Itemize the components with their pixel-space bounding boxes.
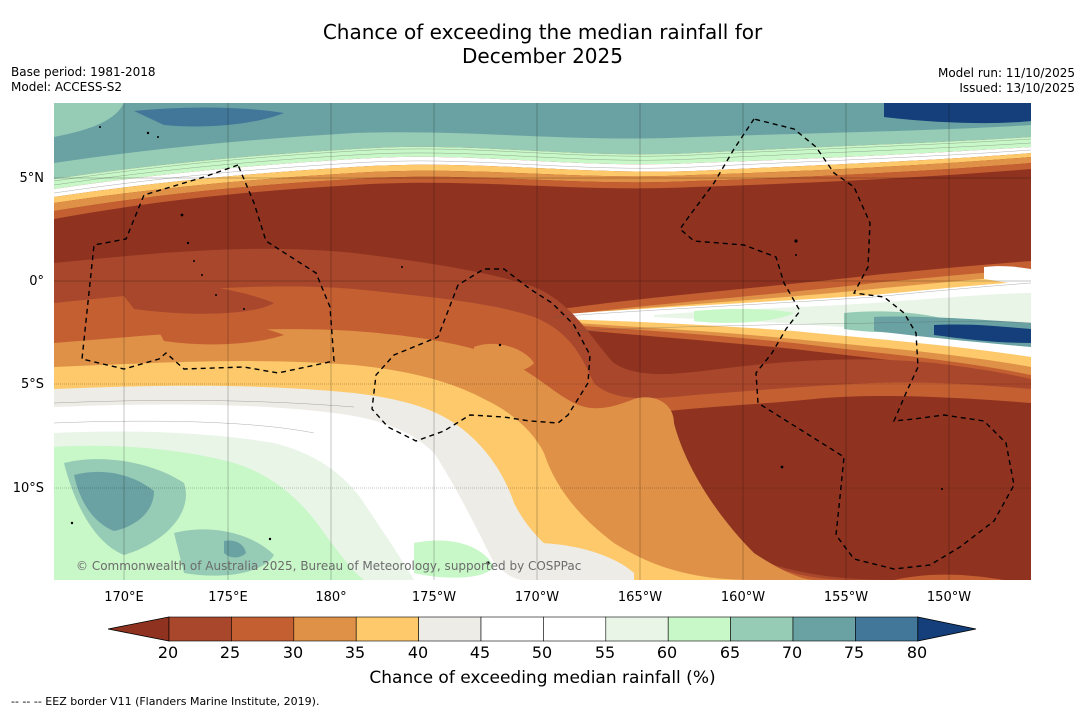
model-name: Model: ACCESS-S2 [11, 80, 123, 94]
copyright-notice: © Commonwealth of Australia 2025, Bureau… [76, 559, 582, 573]
colorbar-segment-55 [605, 616, 669, 642]
colorbar-segment-65 [730, 616, 794, 642]
eez-footnote: -- -- -- EEZ border V11 (Flanders Marine… [11, 695, 320, 708]
colorbar-tick-35: 35 [344, 643, 366, 662]
colorbar-segment-45 [480, 616, 544, 642]
colorbar-tick-40: 40 [407, 643, 429, 662]
colorbar-segment-75 [855, 616, 919, 642]
model-run: Model run: 11/10/2025 [937, 66, 1075, 80]
lat-label-0: 0° [29, 274, 44, 289]
colorbar-tick-30: 30 [282, 643, 304, 662]
colorbar-segment-50 [543, 616, 607, 642]
title-line-2: December 2025 [462, 44, 623, 68]
lon-label-165w: 165°W [617, 590, 663, 605]
colorbar-tick-50: 50 [531, 643, 553, 662]
map-title: Chance of exceeding the median rainfall … [0, 20, 1085, 68]
colorbar [108, 616, 977, 642]
colorbar-segment-70 [792, 616, 856, 642]
colorbar-tick-75: 75 [843, 643, 865, 662]
colorbar-tick-25: 25 [219, 643, 241, 662]
colorbar-segment-20 [168, 616, 232, 642]
lon-label-170w: 170°W [514, 590, 560, 605]
rainfall-map: © Commonwealth of Australia 2025, Bureau… [54, 103, 1031, 580]
lon-label-155w: 155°W [823, 590, 869, 605]
eez-borders [81, 118, 1015, 570]
lat-label-5n: 5°N [19, 171, 45, 186]
colorbar-tick-55: 55 [594, 643, 616, 662]
meta-right: Model run: 11/10/2025 Issued: 13/10/2025 [938, 66, 1075, 96]
colorbar-segment-30 [293, 616, 357, 642]
colorbar-tick-45: 45 [469, 643, 491, 662]
lat-label-5s: 5°S [20, 377, 44, 392]
colorbar-tick-70: 70 [781, 643, 803, 662]
colorbar-segment-60 [667, 616, 731, 642]
colorbar-over-arrow [917, 616, 977, 642]
title-line-1: Chance of exceeding the median rainfall … [322, 20, 763, 44]
colorbar-tick-80: 80 [906, 643, 928, 662]
lat-label-10s: 10°S [12, 481, 44, 496]
colorbar-tick-20: 20 [157, 643, 179, 662]
colorbar-segment-40 [418, 616, 482, 642]
lon-label-170e: 170°E [104, 590, 144, 605]
lon-label-175e: 175°E [208, 590, 248, 605]
issued-date: Issued: 13/10/2025 [959, 81, 1075, 95]
map-grid [54, 103, 1031, 580]
lon-label-160w: 160°W [720, 590, 766, 605]
lon-label-180: 180° [315, 590, 347, 605]
colorbar-tick-60: 60 [656, 643, 678, 662]
lon-label-175w: 175°W [411, 590, 457, 605]
islands [70, 126, 943, 565]
colorbar-under-arrow [108, 616, 170, 642]
colorbar-tick-65: 65 [719, 643, 741, 662]
meta-left: Base period: 1981-2018 Model: ACCESS-S2 [11, 65, 156, 95]
colorbar-label: Chance of exceeding median rainfall (%) [369, 668, 716, 688]
colorbar-segment-35 [355, 616, 419, 642]
lon-label-150w: 150°W [926, 590, 972, 605]
rainfall-contours [54, 103, 1031, 580]
colorbar-segment-25 [231, 616, 295, 642]
base-period: Base period: 1981-2018 [11, 65, 156, 79]
